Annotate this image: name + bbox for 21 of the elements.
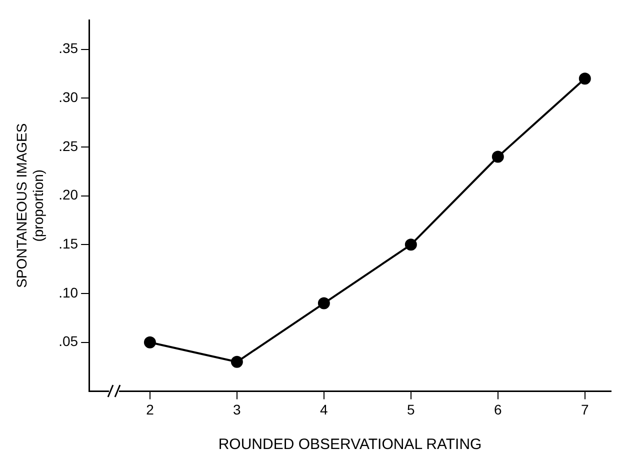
- y-tick-label: .15: [58, 236, 78, 252]
- x-tick-label: 3: [233, 401, 242, 418]
- y-tick-label: .20: [58, 186, 78, 203]
- point: [404, 238, 417, 251]
- y-tick-label: .25: [58, 138, 78, 154]
- point: [318, 297, 330, 310]
- x-tick-label: 5: [407, 401, 416, 418]
- point: [230, 356, 243, 368]
- x-tick-label: 7: [581, 401, 590, 418]
- y-axis-title: SPONTANEOUS IMAGES (proportion): [13, 123, 46, 288]
- x-axis-title: ROUNDED OBSERVATIONAL RATING: [218, 436, 482, 454]
- y-tick-label: .10: [58, 284, 78, 300]
- x-tick-label: 2: [146, 401, 154, 418]
- point: [578, 72, 591, 85]
- x-tick-label: 4: [320, 401, 328, 418]
- x-tick-label: 6: [494, 401, 502, 418]
- y-tick-label: .05: [58, 333, 78, 350]
- y-tick-label: .30: [58, 89, 78, 106]
- y-tick-label: .35: [58, 40, 78, 56]
- point: [144, 336, 156, 348]
- point: [492, 150, 504, 163]
